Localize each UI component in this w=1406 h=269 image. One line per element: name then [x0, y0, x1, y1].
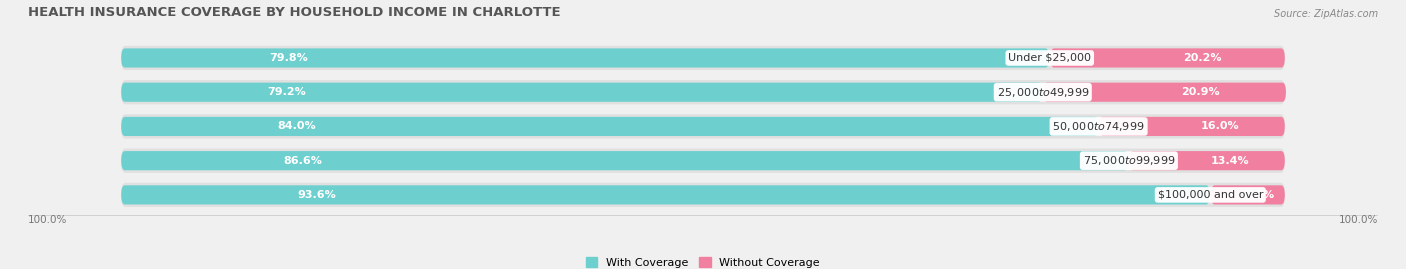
Text: 86.6%: 86.6% — [283, 156, 322, 166]
FancyBboxPatch shape — [1129, 151, 1285, 170]
FancyBboxPatch shape — [1099, 117, 1285, 136]
Text: 100.0%: 100.0% — [28, 215, 67, 225]
FancyBboxPatch shape — [1043, 83, 1286, 102]
FancyBboxPatch shape — [121, 185, 1209, 204]
Text: Source: ZipAtlas.com: Source: ZipAtlas.com — [1274, 9, 1378, 19]
FancyBboxPatch shape — [121, 80, 1285, 104]
Text: 20.9%: 20.9% — [1181, 87, 1220, 97]
FancyBboxPatch shape — [121, 151, 1128, 170]
Text: 84.0%: 84.0% — [278, 121, 316, 132]
Text: 100.0%: 100.0% — [1339, 215, 1378, 225]
FancyBboxPatch shape — [121, 46, 1285, 70]
FancyBboxPatch shape — [121, 114, 1285, 139]
Text: 16.0%: 16.0% — [1201, 121, 1239, 132]
Text: Under $25,000: Under $25,000 — [1008, 53, 1091, 63]
Text: $25,000 to $49,999: $25,000 to $49,999 — [997, 86, 1090, 99]
Text: HEALTH INSURANCE COVERAGE BY HOUSEHOLD INCOME IN CHARLOTTE: HEALTH INSURANCE COVERAGE BY HOUSEHOLD I… — [28, 6, 561, 19]
FancyBboxPatch shape — [121, 183, 1285, 207]
Legend: With Coverage, Without Coverage: With Coverage, Without Coverage — [586, 257, 820, 268]
FancyBboxPatch shape — [121, 83, 1042, 102]
FancyBboxPatch shape — [1050, 48, 1285, 68]
FancyBboxPatch shape — [1211, 185, 1285, 204]
Text: $100,000 and over: $100,000 and over — [1157, 190, 1263, 200]
Text: $75,000 to $99,999: $75,000 to $99,999 — [1083, 154, 1175, 167]
Text: 79.8%: 79.8% — [269, 53, 308, 63]
Text: 79.2%: 79.2% — [267, 87, 307, 97]
FancyBboxPatch shape — [121, 48, 1049, 68]
FancyBboxPatch shape — [121, 148, 1285, 173]
Text: 13.4%: 13.4% — [1211, 156, 1250, 166]
Text: $50,000 to $74,999: $50,000 to $74,999 — [1052, 120, 1144, 133]
Text: 93.6%: 93.6% — [298, 190, 336, 200]
Text: 6.4%: 6.4% — [1243, 190, 1274, 200]
FancyBboxPatch shape — [121, 117, 1098, 136]
Text: 20.2%: 20.2% — [1184, 53, 1222, 63]
